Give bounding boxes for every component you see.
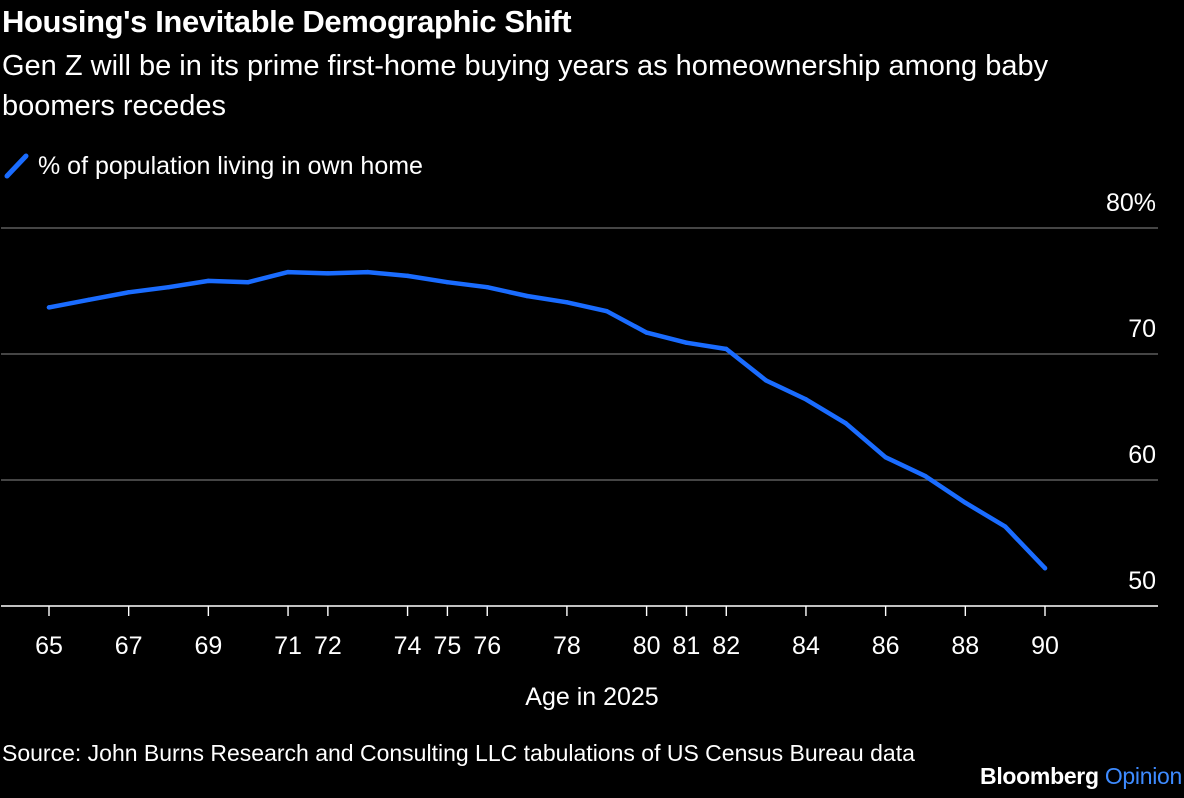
data-point — [126, 290, 131, 295]
bloomberg-opinion-logo: Bloomberg Opinion — [980, 763, 1182, 790]
x-axis-label: Age in 2025 — [525, 683, 658, 711]
data-point — [724, 346, 729, 352]
data-point — [86, 297, 92, 303]
legend: % of population living in own home — [2, 150, 423, 182]
data-point — [246, 279, 251, 285]
x-tick-label: 72 — [314, 632, 342, 660]
x-tick-label: 75 — [433, 632, 461, 660]
data-point — [365, 269, 370, 275]
brand-name: Bloomberg — [980, 763, 1099, 789]
legend-label: % of population living in own home — [38, 151, 423, 180]
data-point — [644, 330, 649, 335]
data-point — [1002, 524, 1008, 529]
x-tick-label: 82 — [712, 632, 740, 660]
data-point — [285, 269, 291, 275]
source-note: Source: John Burns Research and Consulti… — [2, 740, 915, 766]
x-tick-label: 67 — [115, 632, 143, 660]
x-tick-label: 74 — [394, 632, 422, 660]
x-tick-label: 80 — [633, 632, 661, 660]
data-point — [46, 305, 52, 310]
data-point — [684, 340, 689, 345]
chart-title: Housing's Inevitable Demographic Shift — [2, 4, 572, 39]
data-point — [445, 279, 450, 285]
data-point — [883, 455, 888, 460]
legend-swatch-icon — [4, 153, 29, 179]
data-point — [963, 500, 968, 505]
x-tick-label: 90 — [1031, 632, 1059, 660]
x-tick-label: 65 — [35, 632, 63, 660]
series — [46, 269, 1048, 571]
x-tick-label: 71 — [274, 632, 302, 660]
x-tick-label: 88 — [951, 632, 979, 660]
data-point — [763, 378, 769, 383]
x-tick-label: 81 — [673, 632, 701, 660]
data-point — [604, 308, 609, 314]
data-point — [524, 293, 530, 299]
data-point — [843, 421, 848, 426]
series-line — [46, 269, 1048, 571]
y-tick-label: 60 — [1128, 441, 1156, 469]
data-point — [325, 271, 331, 276]
data-point — [564, 300, 570, 305]
x-tick-label: 84 — [792, 632, 820, 660]
y-tick-label: 80% — [1106, 189, 1156, 217]
x-tick-label: 76 — [473, 632, 501, 660]
y-tick-label: 50 — [1128, 567, 1156, 595]
x-axis: 65 67 69 71 72 74 75 76 78 80 81 82 84 86 88 90 — [35, 606, 1059, 660]
data-point — [166, 285, 171, 290]
data-point — [923, 474, 928, 479]
x-tick-label: 78 — [553, 632, 581, 660]
data-point — [1042, 566, 1048, 571]
brand-section: Opinion — [1104, 763, 1182, 789]
x-tick-label: 69 — [194, 632, 222, 660]
data-point — [485, 285, 490, 290]
data-point — [803, 397, 809, 402]
y-axis-tick-labels: 80% 70 60 50 — [1106, 189, 1156, 595]
data-point — [206, 278, 211, 284]
x-tick-label: 86 — [872, 632, 900, 660]
chart-subtitle: Gen Z will be in its prime first-home bu… — [2, 50, 1049, 122]
data-point — [405, 273, 410, 279]
y-tick-label: 70 — [1128, 315, 1156, 343]
